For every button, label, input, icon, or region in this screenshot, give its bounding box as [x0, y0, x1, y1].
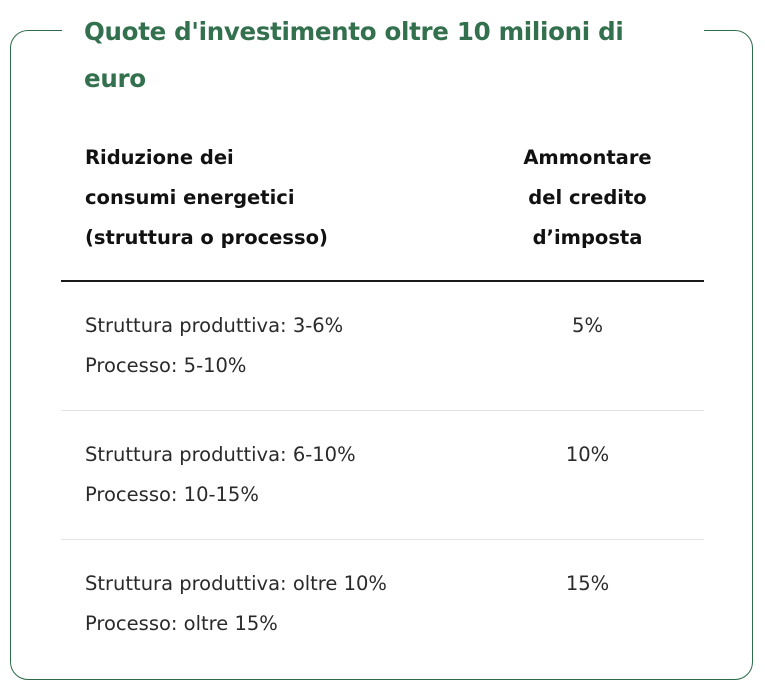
processo-text: Processo: oltre 15%: [85, 611, 278, 635]
table-header-row: Riduzione dei consumi energetici (strutt…: [61, 134, 704, 282]
processo-text: Processo: 5-10%: [85, 354, 247, 377]
header-right-line: Ammontare: [523, 146, 652, 169]
credit-value: 5%: [572, 314, 603, 337]
credit-cell: 10%: [471, 410, 704, 540]
header-left-line: (struttura o processo): [85, 226, 328, 249]
header-tax-credit: Ammontare del credito d’imposta: [471, 134, 704, 282]
card-title-container: Quote d'investimento oltre 10 milioni di…: [62, 8, 704, 102]
table-row: Struttura produttiva: 6-10% Processo: 10…: [61, 410, 704, 540]
credit-value: 15%: [565, 571, 610, 595]
struttura-text: Struttura produttiva: 3-6%: [85, 314, 344, 337]
header-right-line: d’imposta: [532, 226, 643, 249]
reduction-cell: Struttura produttiva: oltre 10% Processo…: [61, 539, 471, 667]
struttura-text: Struttura produttiva: oltre 10%: [85, 571, 387, 595]
investment-table: Riduzione dei consumi energetici (strutt…: [61, 134, 704, 667]
table-row: Struttura produttiva: 3-6% Processo: 5-1…: [61, 281, 704, 411]
struttura-text: Struttura produttiva: 6-10%: [85, 442, 356, 466]
credit-cell: 5%: [471, 281, 704, 411]
reduction-cell: Struttura produttiva: 3-6% Processo: 5-1…: [61, 281, 471, 411]
reduction-cell: Struttura produttiva: 6-10% Processo: 10…: [61, 410, 471, 540]
header-left-line: Riduzione dei: [85, 146, 234, 169]
table-row: Struttura produttiva: oltre 10% Processo…: [61, 539, 704, 667]
processo-text: Processo: 10-15%: [85, 482, 259, 506]
card-title: Quote d'investimento oltre 10 milioni di…: [84, 17, 624, 93]
credit-cell: 15%: [471, 539, 704, 667]
credit-value: 10%: [565, 442, 610, 466]
header-energy-reduction: Riduzione dei consumi energetici (strutt…: [61, 134, 471, 282]
header-left-line: consumi energetici: [85, 186, 295, 209]
header-right-line: del credito: [528, 186, 647, 209]
